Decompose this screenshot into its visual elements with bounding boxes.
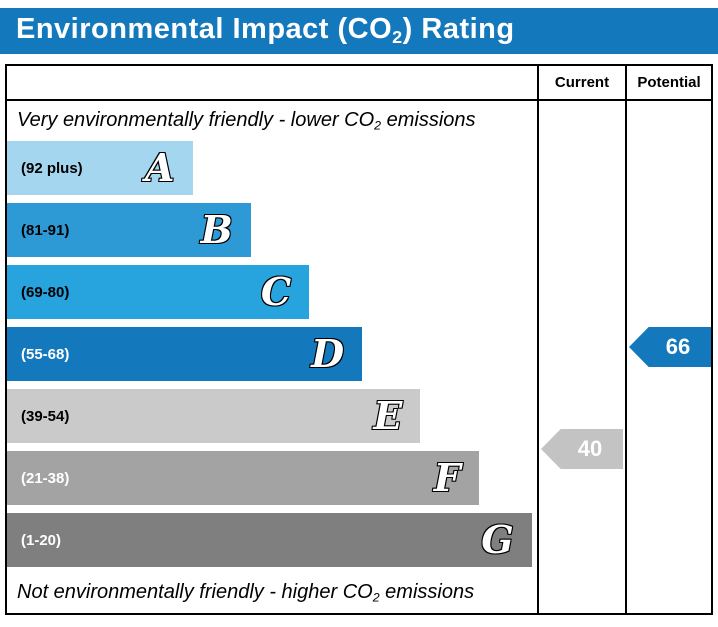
band-letter-f: F bbox=[433, 455, 462, 500]
header-spacer bbox=[7, 66, 537, 99]
title-bar: Environmental Impact (CO2) Rating bbox=[0, 8, 718, 54]
column-header-row: Current Potential bbox=[7, 66, 711, 101]
band-letter-d: D bbox=[310, 331, 345, 376]
chart-body: Very environmentally friendly - lower CO… bbox=[7, 101, 711, 613]
band-row-b: (81-91) B bbox=[7, 203, 251, 257]
band-letter-e: E bbox=[372, 393, 403, 438]
potential-column: 66 bbox=[625, 101, 711, 613]
co2-subscript: 2 bbox=[392, 27, 403, 48]
band-letter-g: G bbox=[480, 517, 514, 562]
page-title: Environmental Impact (CO2) Rating bbox=[16, 13, 515, 48]
band-range-label: (39-54) bbox=[21, 407, 70, 425]
top-note: Very environmentally friendly - lower CO… bbox=[17, 109, 476, 133]
potential-value: 66 bbox=[665, 334, 691, 359]
bottom-note: Not environmentally friendly - higher CO… bbox=[17, 581, 475, 605]
band-row-g: (1-20) G bbox=[7, 513, 532, 567]
band-row-d: (55-68) D bbox=[7, 327, 363, 381]
potential-marker: 66 bbox=[629, 327, 711, 367]
band-letter-b: B bbox=[200, 207, 234, 252]
band-row-c: (69-80) C bbox=[7, 265, 310, 319]
band-range-label: (69-80) bbox=[21, 283, 70, 301]
band-range-label: (55-68) bbox=[21, 345, 70, 363]
band-row-f: (21-38) F bbox=[7, 451, 479, 505]
band-row-a: (92 plus) A bbox=[7, 141, 193, 195]
band-letter-c: C bbox=[260, 269, 292, 314]
band-range-label: (21-38) bbox=[21, 469, 70, 487]
epc-environmental-impact-chart: Environmental Impact (CO2) Rating Curren… bbox=[0, 8, 718, 627]
band-row-e: (39-54) E bbox=[7, 389, 421, 443]
current-value: 40 bbox=[577, 436, 603, 461]
band-range-label: (1-20) bbox=[21, 531, 62, 549]
column-header-potential: Potential bbox=[625, 66, 711, 99]
band-range-label: (81-91) bbox=[21, 221, 70, 239]
current-column: 40 bbox=[537, 101, 625, 613]
current-marker: 40 bbox=[541, 429, 623, 469]
chart-box: Current Potential Very environmentally f… bbox=[5, 64, 713, 615]
co2-subscript: 2 bbox=[374, 118, 382, 133]
band-range-label: (92 plus) bbox=[21, 159, 83, 177]
co2-subscript: 2 bbox=[372, 590, 380, 605]
bands-column: Very environmentally friendly - lower CO… bbox=[7, 101, 537, 613]
column-header-current: Current bbox=[537, 66, 625, 99]
band-letter-a: A bbox=[144, 145, 176, 190]
